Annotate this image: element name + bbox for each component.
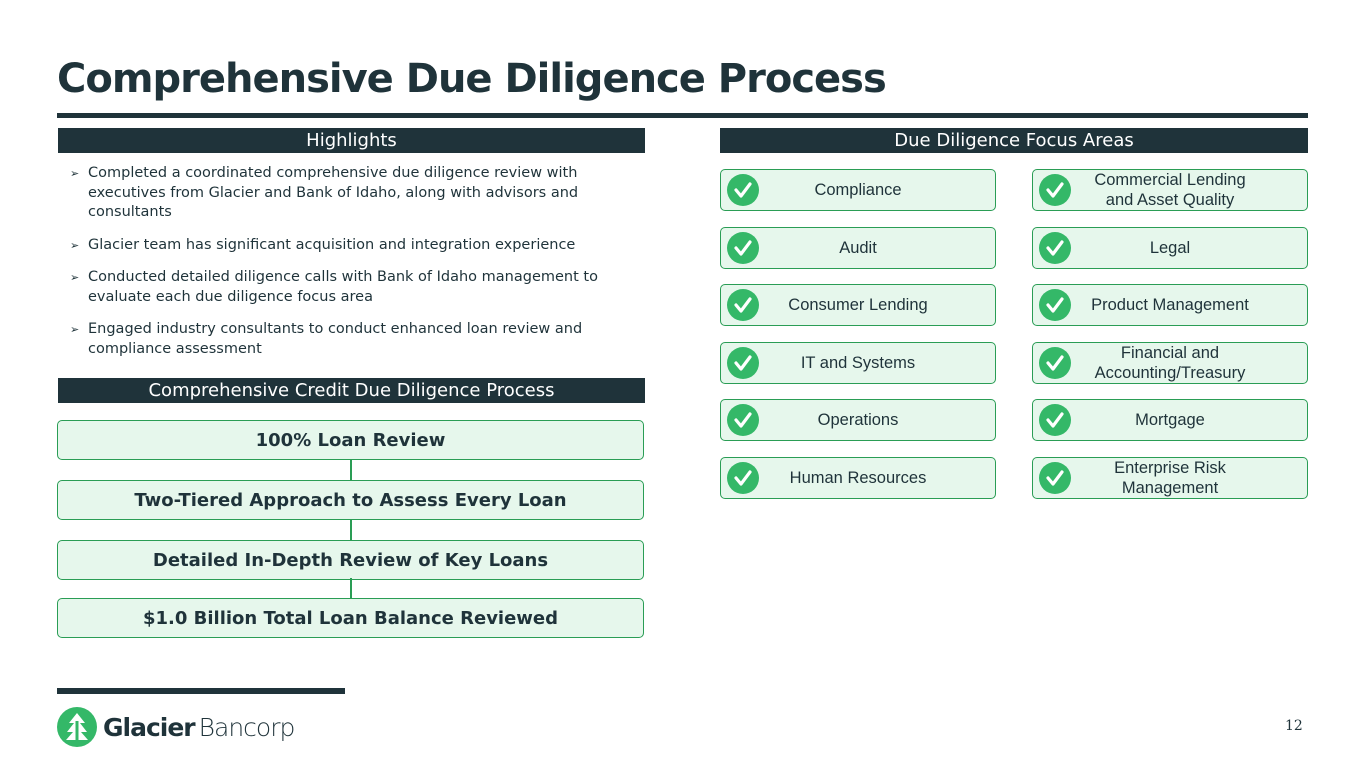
section-header: Highlights bbox=[58, 128, 645, 153]
focus-area: Human Resources bbox=[720, 456, 996, 499]
check-icon bbox=[727, 289, 759, 321]
focus-area-label: Legal bbox=[1149, 238, 1191, 257]
focus-area-label: IT and Systems bbox=[800, 353, 916, 372]
check-icon bbox=[1039, 461, 1071, 494]
focus-area-label: Enterprise Risk Management bbox=[1114, 458, 1226, 497]
section-header: Due Diligence Focus Areas bbox=[720, 128, 1308, 153]
focus-area: Audit bbox=[720, 226, 996, 269]
process-step: Detailed In-Depth Review of Key Loans bbox=[57, 540, 644, 580]
check-icon bbox=[727, 231, 759, 264]
step-connector bbox=[350, 520, 352, 540]
check-icon bbox=[1039, 231, 1071, 264]
bullet: Glacier team has significant acquisition… bbox=[70, 236, 640, 256]
check-icon bbox=[727, 174, 759, 206]
check-icon bbox=[727, 461, 759, 494]
logo-light: Bancorp bbox=[198, 713, 296, 742]
bullet: Conducted detailed diligence calls with … bbox=[70, 268, 640, 307]
focus-area: Consumer Lending bbox=[720, 284, 996, 326]
process-step: 100% Loan Review bbox=[57, 420, 644, 460]
logo-text: Glacier Bancorp bbox=[103, 713, 296, 742]
slide-title: Comprehensive Due Diligence Process bbox=[57, 56, 887, 102]
focus-area-label: Human Resources bbox=[789, 468, 927, 487]
bullet: Completed a coordinated comprehensive du… bbox=[70, 164, 640, 223]
check-icon bbox=[1039, 174, 1071, 206]
bullet-list: Completed a coordinated comprehensive du… bbox=[70, 164, 640, 372]
focus-area: Product Management bbox=[1032, 284, 1308, 326]
step-connector bbox=[350, 578, 352, 598]
bullet: Engaged industry consultants to conduct … bbox=[70, 320, 640, 359]
focus-area: Compliance bbox=[720, 169, 996, 211]
focus-area-label: Commercial Lending and Asset Quality bbox=[1094, 171, 1246, 209]
process-step: Two-Tiered Approach to Assess Every Loan bbox=[57, 480, 644, 520]
focus-area: Legal bbox=[1032, 226, 1308, 269]
focus-area: Financial and Accounting/Treasury bbox=[1032, 341, 1308, 384]
check-icon bbox=[1039, 346, 1071, 379]
check-icon bbox=[727, 346, 759, 379]
focus-area: IT and Systems bbox=[720, 341, 996, 384]
focus-area: Commercial Lending and Asset Quality bbox=[1032, 169, 1308, 211]
focus-area: Enterprise Risk Management bbox=[1032, 456, 1308, 499]
focus-area-label: Consumer Lending bbox=[788, 296, 928, 314]
process-step: $1.0 Billion Total Loan Balance Reviewed bbox=[57, 598, 644, 638]
focus-area: Operations bbox=[720, 399, 996, 441]
focus-area-label: Mortgage bbox=[1135, 411, 1205, 429]
logo-bold: Glacier bbox=[103, 713, 196, 742]
check-icon bbox=[1039, 404, 1071, 436]
title-rule bbox=[57, 113, 1308, 118]
step-connector bbox=[350, 460, 352, 480]
logo-icon bbox=[57, 707, 97, 747]
page-number: 12 bbox=[1285, 718, 1303, 734]
check-icon bbox=[1039, 289, 1071, 321]
focus-area-label: Audit bbox=[839, 238, 877, 257]
section-header: Comprehensive Credit Due Diligence Proce… bbox=[58, 378, 645, 403]
focus-area: Mortgage bbox=[1032, 399, 1308, 441]
focus-area-label: Operations bbox=[817, 411, 899, 429]
focus-area-label: Compliance bbox=[814, 181, 902, 199]
focus-area-label: Financial and Accounting/Treasury bbox=[1094, 343, 1246, 382]
footer-rule bbox=[57, 688, 345, 694]
focus-area-label: Product Management bbox=[1091, 296, 1249, 314]
check-icon bbox=[727, 404, 759, 436]
